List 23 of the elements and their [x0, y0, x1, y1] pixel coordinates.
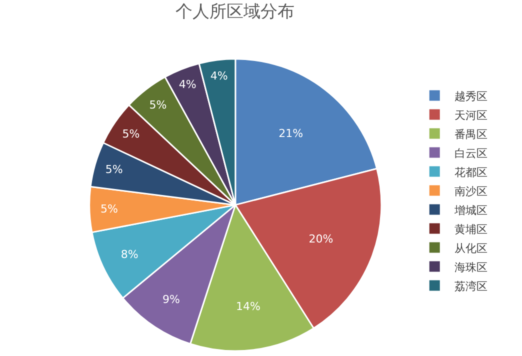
data-label: 4%	[178, 78, 196, 91]
data-label: 4%	[210, 70, 228, 83]
legend-label: 黄埔区	[454, 222, 488, 236]
legend-label: 荔湾区	[454, 280, 488, 293]
data-label: 5%	[100, 202, 118, 216]
data-label: 5%	[105, 163, 123, 176]
legend-label: 天河区	[454, 108, 488, 122]
data-label: 14%	[236, 300, 260, 314]
data-label: 20%	[308, 232, 334, 246]
legend-label: 增城区	[454, 204, 488, 217]
chart-title: 个人所区域分布	[175, 2, 294, 22]
legend-label: 海珠区	[454, 260, 488, 274]
data-label: 9%	[162, 292, 180, 306]
data-label: 8%	[120, 248, 138, 262]
legend-label: 番禺区	[454, 128, 488, 141]
data-label: 5%	[149, 98, 167, 112]
legend-label: 花都区	[454, 166, 488, 179]
legend-label: 白云区	[454, 146, 488, 160]
legend-label: 从化区	[454, 242, 488, 255]
legend-label: 越秀区	[454, 90, 488, 103]
data-label: 5%	[122, 127, 140, 140]
data-label: 21%	[278, 126, 304, 140]
legend-label: 南沙区	[454, 184, 488, 198]
